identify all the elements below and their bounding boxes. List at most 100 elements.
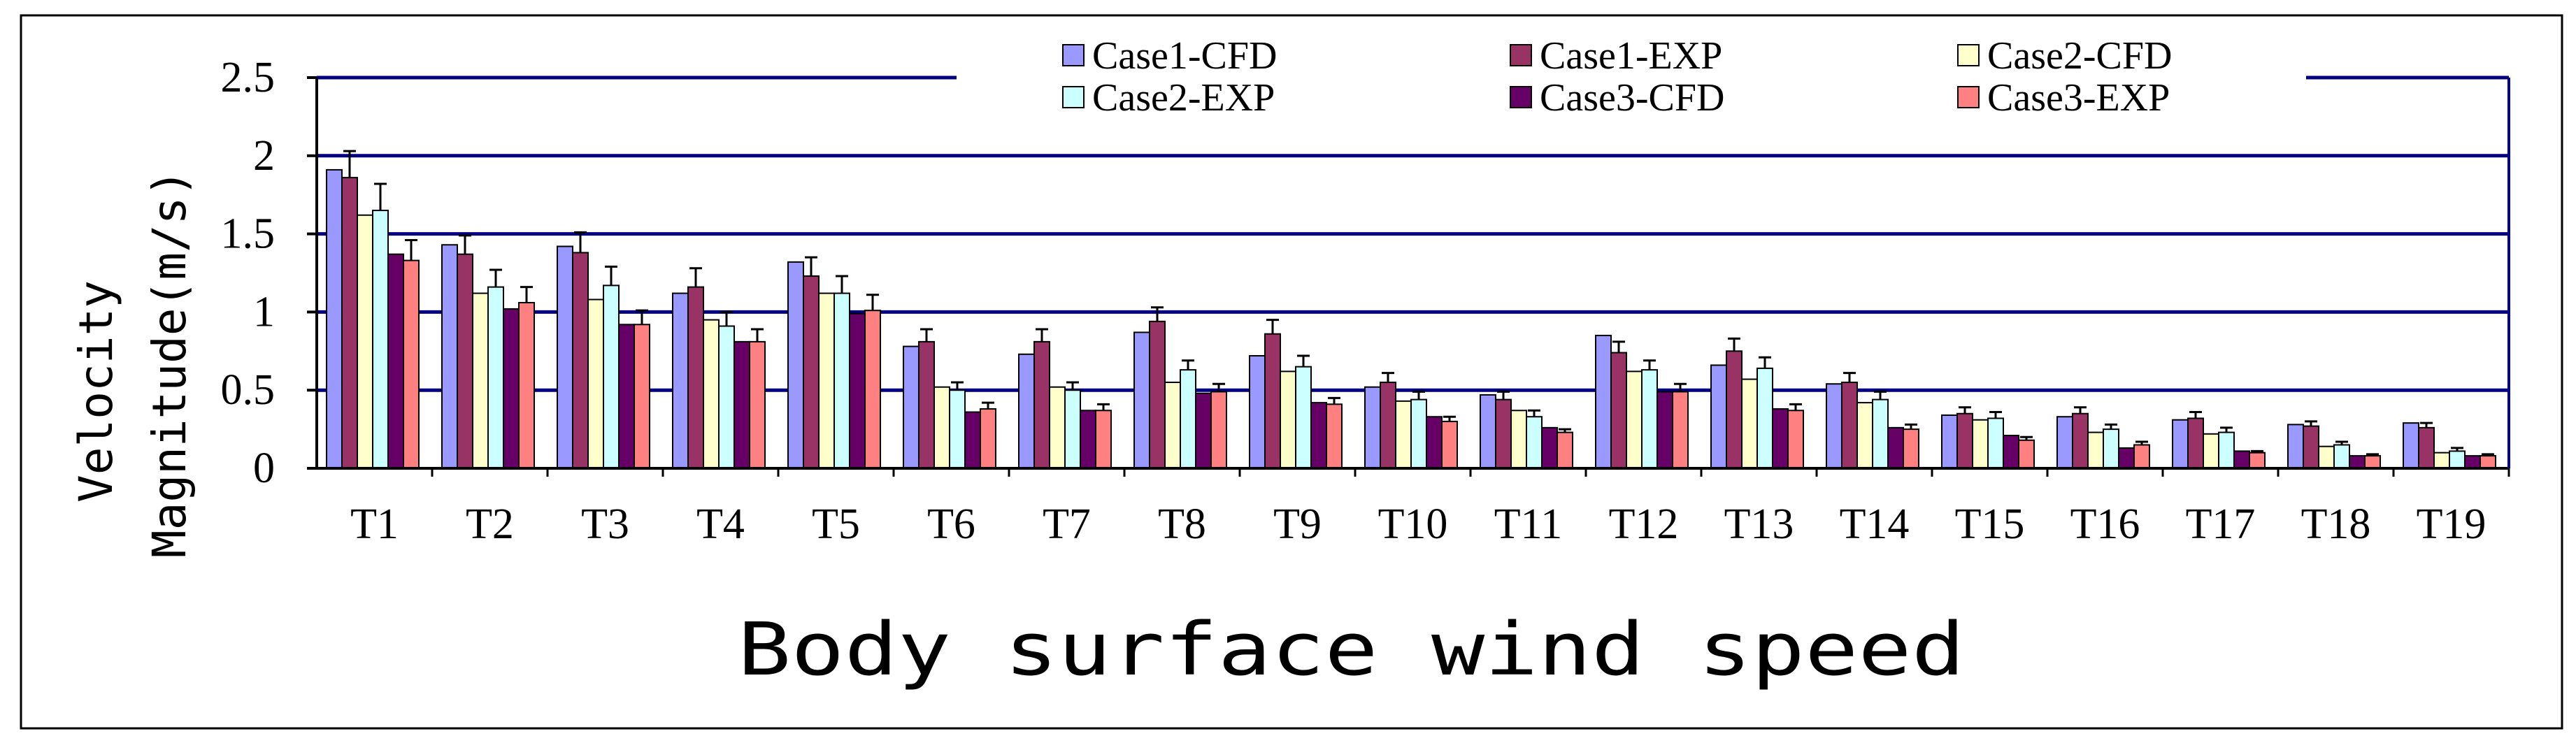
bar-T1-Case2-CFD xyxy=(357,214,373,469)
x-tick-label-T17: T17 xyxy=(2186,500,2256,548)
x-tick-label-T9: T9 xyxy=(1273,500,1322,548)
bar-T1-Case2-EXP xyxy=(372,210,389,469)
bar-T18-Case3-CFD xyxy=(2349,455,2366,469)
bar-T8-Case2-CFD xyxy=(1164,382,1181,470)
bar-T9-Case1-EXP xyxy=(1264,333,1281,470)
bar-T11-Case2-CFD xyxy=(1510,410,1527,470)
bar-T2-Case3-EXP xyxy=(518,301,535,470)
bar-T12-Case2-EXP xyxy=(1641,369,1658,470)
x-tick-label-T16: T16 xyxy=(2070,500,2140,548)
x-tick-label-T1: T1 xyxy=(350,500,399,548)
legend-label-Case3-CFD: Case3-CFD xyxy=(1540,76,1724,120)
bar-T8-Case1-EXP xyxy=(1149,320,1166,470)
legend-swatch-Case3-CFD xyxy=(1510,86,1532,108)
y-tick-label: 0.5 xyxy=(221,366,276,414)
bar-T3-Case2-EXP xyxy=(603,284,620,469)
bar-T6-Case1-EXP xyxy=(918,340,935,469)
bar-T9-Case2-CFD xyxy=(1280,370,1296,469)
bar-T3-Case1-EXP xyxy=(572,252,589,469)
bar-T15-Case3-CFD xyxy=(2003,435,2019,470)
bar-T5-Case2-EXP xyxy=(833,292,850,469)
legend-swatch-Case1-EXP xyxy=(1510,44,1532,66)
bar-T6-Case1-CFD xyxy=(903,345,920,470)
y-tick-label: 1 xyxy=(253,288,275,336)
legend-label-Case2-EXP: Case2-EXP xyxy=(1092,76,1275,120)
bar-T17-Case2-EXP xyxy=(2218,431,2235,470)
bar-T12-Case1-CFD xyxy=(1595,334,1612,469)
bar-T19-Case1-EXP xyxy=(2418,426,2435,470)
bar-T15-Case1-CFD xyxy=(1941,414,1958,470)
bar-T9-Case3-CFD xyxy=(1310,402,1327,470)
bar-T2-Case3-CFD xyxy=(503,308,520,470)
bar-T13-Case1-CFD xyxy=(1710,364,1727,470)
bar-T14-Case1-CFD xyxy=(1826,383,1842,469)
bar-T10-Case1-EXP xyxy=(1380,382,1396,470)
bar-T18-Case1-CFD xyxy=(2287,424,2304,470)
bar-T12-Case1-EXP xyxy=(1610,352,1627,470)
bar-T5-Case3-CFD xyxy=(849,312,866,469)
bar-T6-Case2-EXP xyxy=(949,389,966,470)
bar-T5-Case3-EXP xyxy=(864,310,881,469)
bar-T8-Case3-EXP xyxy=(1210,391,1227,469)
bar-T19-Case2-CFD xyxy=(2433,452,2450,470)
legend: Case1-CFD Case1-EXP Case2-CFD Case2-EXP Case… xyxy=(957,34,2306,145)
legend-label-Case2-CFD: Case2-CFD xyxy=(1987,34,2172,78)
bar-T7-Case2-CFD xyxy=(1049,386,1066,470)
y-tick-label: 1.5 xyxy=(221,210,276,258)
bars xyxy=(326,168,2496,470)
bar-T4-Case1-CFD xyxy=(672,292,689,469)
y-tick-labels: 0 0.5 1 1.5 2 2.5 xyxy=(221,54,276,492)
bar-T8-Case3-CFD xyxy=(1195,392,1212,469)
bar-T2-Case1-EXP xyxy=(457,253,473,469)
axes xyxy=(307,76,2510,477)
bar-T6-Case2-CFD xyxy=(933,386,950,470)
error-bars xyxy=(343,150,2494,456)
bar-T17-Case1-CFD xyxy=(2172,419,2189,470)
bar-T9-Case1-CFD xyxy=(1249,355,1266,469)
y-tick-label: 2.5 xyxy=(221,54,276,101)
bar-T19-Case1-CFD xyxy=(2403,422,2419,470)
bar-T4-Case1-EXP xyxy=(687,286,704,469)
bar-T11-Case1-EXP xyxy=(1495,398,1512,470)
bar-T11-Case2-EXP xyxy=(1526,416,1543,469)
y-axis-label-line2: Magnitude(m/s) xyxy=(143,169,196,558)
y-tick-label: 0 xyxy=(253,445,275,492)
bar-T15-Case1-EXP xyxy=(1956,412,1973,469)
legend-swatch-Case2-CFD xyxy=(1957,44,1980,66)
bar-T10-Case3-CFD xyxy=(1426,416,1443,469)
bar-T16-Case1-CFD xyxy=(2056,416,2073,469)
bar-T4-Case3-CFD xyxy=(734,340,750,469)
bar-T13-Case1-EXP xyxy=(1726,350,1743,469)
x-tick-label-T19: T19 xyxy=(2417,500,2486,548)
y-tick-label: 2 xyxy=(253,132,275,180)
bar-T3-Case3-EXP xyxy=(634,324,650,469)
bar-T7-Case2-EXP xyxy=(1064,389,1081,470)
bar-T12-Case2-CFD xyxy=(1626,370,1643,469)
x-tick-label-T18: T18 xyxy=(2301,500,2371,548)
chart-title: Body surface wind speed xyxy=(738,607,1965,692)
legend-swatch-Case3-EXP xyxy=(1957,86,1980,108)
bar-T11-Case3-EXP xyxy=(1557,431,1573,470)
bar-T16-Case3-CFD xyxy=(2118,447,2135,470)
bar-T18-Case1-EXP xyxy=(2303,425,2319,469)
bar-T18-Case3-EXP xyxy=(2364,455,2381,469)
bar-T2-Case2-EXP xyxy=(487,286,504,469)
bar-T7-Case1-CFD xyxy=(1018,353,1035,469)
legend-swatch-Case1-CFD xyxy=(1062,44,1085,66)
x-tick-label-T13: T13 xyxy=(1724,500,1794,548)
bar-T3-Case2-CFD xyxy=(587,298,604,469)
x-tick-label-T7: T7 xyxy=(1043,500,1091,548)
bar-T16-Case3-EXP xyxy=(2133,444,2150,470)
bar-T19-Case3-EXP xyxy=(2480,455,2496,469)
bar-T5-Case2-CFD xyxy=(818,292,835,469)
bar-T8-Case1-CFD xyxy=(1133,331,1150,469)
bar-T2-Case1-CFD xyxy=(441,244,458,469)
bar-T14-Case2-CFD xyxy=(1856,402,1873,470)
bar-T2-Case2-CFD xyxy=(472,292,489,469)
bar-T13-Case2-CFD xyxy=(1741,378,1758,469)
bar-T7-Case1-EXP xyxy=(1033,340,1050,469)
x-tick-label-T2: T2 xyxy=(466,500,514,548)
bar-T15-Case3-EXP xyxy=(2018,439,2035,470)
bar-T6-Case3-EXP xyxy=(980,408,996,469)
